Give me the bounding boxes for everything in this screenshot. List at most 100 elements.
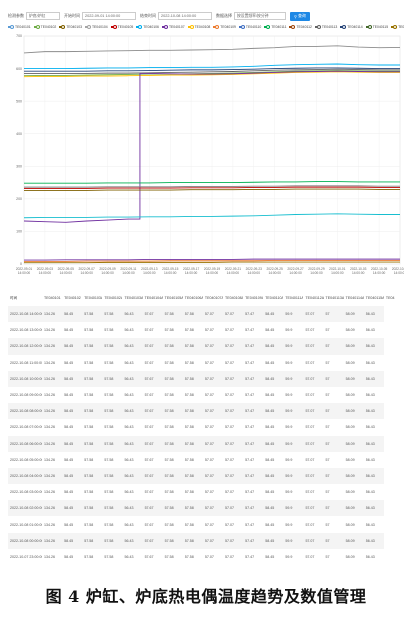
legend-swatch-icon (365, 24, 372, 29)
table-header-cell[interactable]: TE040110A (265, 296, 284, 300)
value-cell: 56.43 (365, 490, 375, 495)
table-header-cell[interactable]: TE040102A (104, 296, 123, 300)
value-cell: 57.07 (225, 360, 234, 365)
table-row[interactable]: 2022-10-08 09:00:00 134.26 58.45 57.58 57.58… (8, 387, 404, 403)
value-cell: 57.58 (182, 435, 203, 452)
table-row[interactable]: 2022-10-08 03:00:00 134.26 58.45 57.58 57.58… (8, 484, 404, 500)
value-cell: 59.9 (283, 435, 304, 452)
value-cell: 57.47 (245, 360, 255, 365)
value-cell: 57.58 (162, 306, 183, 323)
table-header-cell[interactable]: TE040105A (164, 296, 183, 300)
table-header-cell[interactable]: TE040102 (64, 296, 81, 300)
value-cell: 58.09 (345, 554, 355, 559)
legend-item[interactable]: TE040101 (8, 24, 31, 29)
table-row[interactable]: 2022-10-08 11:00:00 134.26 58.45 57.58 57.58… (8, 355, 404, 371)
table-header-cell[interactable]: TE040111A (285, 296, 304, 300)
value-cell: 57.47 (243, 532, 264, 549)
legend-item[interactable]: TE040107 (161, 24, 185, 29)
legend-item[interactable]: TE040112 (289, 24, 312, 29)
value-cell: 58.45 (263, 370, 284, 387)
value-cell: 57 (323, 403, 344, 420)
legend-item[interactable]: TE040102 (33, 24, 56, 29)
table-header-cell[interactable]: TE040109A (245, 296, 264, 300)
table-header-cell[interactable]: TE040113A (325, 296, 344, 300)
table-header-cell[interactable]: TE040106A (184, 296, 203, 300)
table-row[interactable]: 2022-10-08 07:00:00 134.26 58.45 57.58 57.58… (8, 419, 404, 435)
series-line (23, 71, 400, 78)
value-cell: 57.58 (102, 306, 123, 323)
value-cell: 57.58 (184, 522, 194, 527)
legend-item[interactable]: TE040116 (391, 24, 404, 29)
legend-item[interactable]: TE040113 (314, 24, 337, 29)
series-line (24, 185, 400, 188)
value-cell: 57.47 (245, 554, 255, 559)
value-cell: 56.43 (122, 403, 143, 420)
legend-swatch-icon (136, 24, 143, 29)
table-row[interactable]: 2022-10-08 02:00:00 134.26 58.45 57.58 57.58… (8, 500, 404, 517)
value-cell: 59.9 (285, 522, 293, 527)
table-header-cell[interactable]: TE040103A (84, 296, 103, 300)
legend-item[interactable]: TE040110 (238, 24, 261, 29)
table-row[interactable]: 2022-10-08 14:00:00 134.26 58.45 57.58 57.58… (8, 306, 404, 323)
value-cell: 56.43 (124, 360, 134, 365)
table-header-cell[interactable]: TE040107A (204, 296, 223, 300)
legend-item[interactable]: TE040106 (136, 24, 159, 29)
value-cell: 57 (325, 425, 330, 430)
value-cell: 58.09 (343, 532, 364, 549)
table-row[interactable]: 2022-10-08 10:00:00 134.26 58.45 57.58 57.58… (8, 370, 404, 387)
table-header-cell[interactable]: TE040103A (124, 296, 143, 300)
x-tick-label: 2022-09-17 14:00:00 (183, 267, 200, 275)
legend-label: TE040108 (194, 24, 211, 29)
table-row[interactable]: 2022-10-08 12:00:00 134.26 58.45 57.58 57.58… (8, 338, 404, 355)
start-time-input[interactable]: 2022-09-01 14:00:00 (82, 12, 136, 20)
table-row[interactable]: 2022-10-07 23:00:00 134.26 58.45 57.58 57.58… (8, 549, 404, 564)
value-cell: 59.9 (283, 532, 304, 549)
value-cell: 57.07 (204, 490, 214, 495)
table-header-cell[interactable]: TE040115A (365, 296, 384, 300)
table-header-cell[interactable]: TE040108A (225, 296, 244, 300)
table-header-cell[interactable]: TE040101 (44, 296, 61, 300)
value-cell: 58.45 (265, 393, 275, 398)
value-cell: 57.58 (164, 457, 174, 462)
value-cell: 57.47 (243, 467, 264, 485)
table-row[interactable]: 2022-10-08 08:00:00 134.26 58.45 57.58 57.58… (8, 403, 404, 420)
table-row[interactable]: 2022-10-08 13:00:00 134.26 58.45 57.58 57.58… (8, 322, 404, 338)
table-row[interactable]: 2022-10-08 04:00:00 134.26 58.45 57.58 57.58… (8, 467, 404, 485)
legend-item[interactable]: TE040103 (59, 24, 82, 29)
legend-item[interactable]: TE040105 (110, 24, 133, 29)
table-header-cell[interactable]: 时间 (10, 295, 18, 300)
legend-swatch-icon (84, 24, 91, 29)
device-select[interactable]: 炉底/炉缸 (26, 12, 60, 20)
legend-item[interactable]: TE040115 (365, 24, 388, 29)
table-row[interactable]: 2022-10-08 05:00:00 134.26 58.45 57.58 57.58… (8, 452, 404, 468)
table-header-cell[interactable]: TE04 (385, 296, 395, 300)
table-header-cell[interactable]: TE040112A (305, 296, 324, 300)
value-cell: 57.07 (202, 306, 223, 323)
value-cell: 58.45 (64, 425, 74, 430)
value-cell: 58.45 (62, 403, 83, 420)
table-row[interactable]: 2022-10-08 01:00:00 134.26 58.45 57.58 57.58… (8, 516, 404, 532)
end-time-input[interactable]: 2022-10-08 14:00:00 (158, 12, 212, 20)
interval-select[interactable]: 按设置频率/按分钟 (234, 12, 286, 20)
value-cell: 58.45 (263, 500, 284, 517)
table-row[interactable]: 2022-10-08 00:00:00 134.26 58.45 57.58 57.58… (8, 532, 404, 549)
legend-item[interactable]: TE040109 (213, 24, 236, 29)
value-cell: 57.58 (102, 500, 123, 517)
table-row[interactable]: 2022-10-08 06:00:00 134.26 58.45 57.58 57.58… (8, 435, 404, 452)
table-header-cell[interactable]: TE040114A (345, 296, 364, 300)
value-cell: 56.43 (365, 457, 375, 462)
value-cell: 56.43 (122, 338, 143, 355)
search-button[interactable]: ⚲ 查询 (290, 11, 310, 21)
x-tick-label: 2022-09-11 14:00:00 (120, 267, 136, 275)
series-line (23, 213, 400, 219)
legend-item[interactable]: TE040111 (264, 24, 286, 29)
value-cell: 57.58 (104, 425, 114, 430)
legend-item[interactable]: TE040114 (340, 24, 363, 29)
legend-item[interactable]: TE040108 (187, 24, 211, 29)
value-cell: 57.58 (162, 435, 183, 452)
value-cell: 57.58 (102, 370, 123, 387)
value-cell: 57.58 (184, 490, 194, 495)
table-header-cell[interactable]: TE040104A (144, 296, 163, 300)
value-cell: 58.45 (62, 532, 83, 549)
legend-item[interactable]: TE040104 (84, 24, 108, 29)
